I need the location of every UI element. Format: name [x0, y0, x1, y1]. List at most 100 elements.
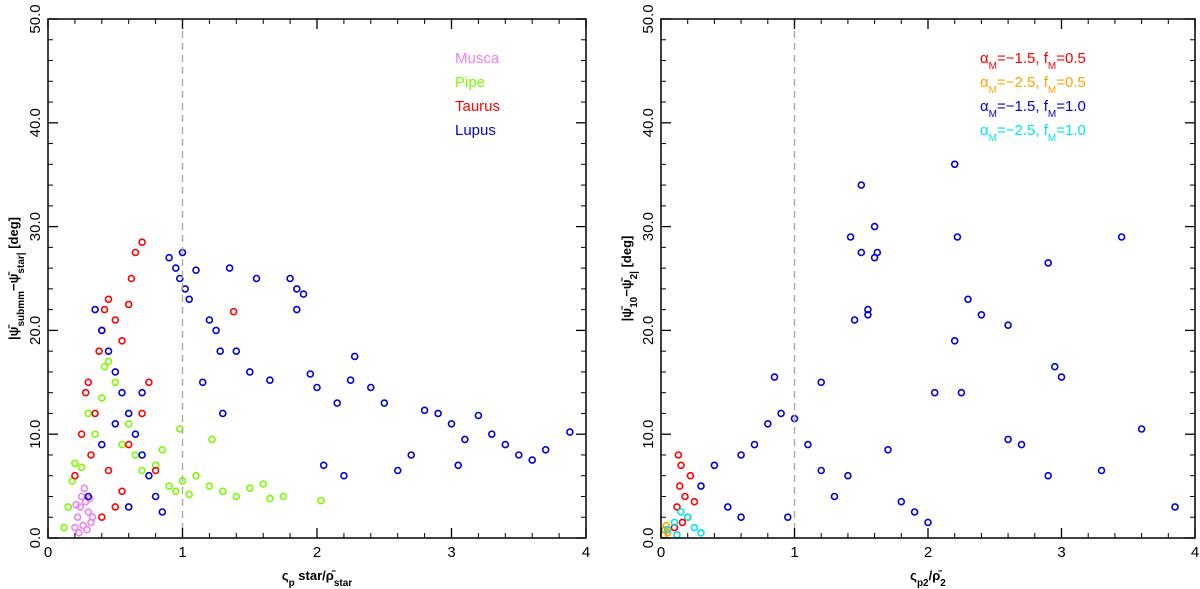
left-point-series-3	[131, 430, 140, 439]
right-y-tick-label: 30.0	[640, 212, 657, 241]
right-point-series-0	[678, 518, 687, 527]
right-point-series-2	[870, 222, 879, 231]
left-point-series-1	[77, 463, 86, 472]
left-point-series-3	[216, 347, 224, 356]
right-point-series-2	[977, 310, 986, 319]
left-point-series-3	[124, 503, 133, 511]
right-point-series-0	[674, 451, 683, 459]
left-point-series-3	[313, 383, 321, 392]
left-point-series-2	[118, 487, 126, 496]
right-point-series-2	[1051, 362, 1059, 371]
right-point-series-2	[830, 492, 839, 501]
left-point-series-1	[185, 490, 193, 499]
left-point-series-3	[176, 274, 184, 283]
left-point-series-2	[100, 305, 109, 314]
left-point-series-3	[566, 428, 574, 436]
left-point-series-2	[84, 378, 93, 387]
left-point-series-1	[131, 451, 140, 459]
left-point-series-3	[541, 445, 550, 454]
left-point-series-1	[246, 484, 254, 493]
right-legend-entry: αM=−2.5, fM=0.5	[980, 74, 1086, 96]
right-point-series-2	[817, 466, 826, 475]
right-y-tick-label: 40.0	[640, 108, 657, 137]
left-point-series-3	[219, 409, 227, 418]
right-point-series-2	[817, 378, 826, 387]
right-point-series-2	[950, 160, 959, 169]
left-point-series-3	[145, 471, 153, 480]
left-x-tick-label: 4	[582, 544, 590, 561]
left-point-series-3	[514, 451, 523, 459]
left-point-series-3	[420, 406, 429, 415]
right-point-series-2	[924, 518, 932, 527]
right-point-series-2	[857, 181, 866, 189]
left-point-series-3	[246, 368, 254, 376]
left-legend-entry: Lupus	[455, 122, 496, 139]
left-point-series-2	[124, 300, 133, 309]
left-point-series-3	[266, 376, 274, 385]
right-point-series-2	[964, 295, 972, 304]
left-point-series-2	[131, 248, 140, 257]
right-x-tick-label: 1	[790, 544, 798, 561]
left-point-series-1	[84, 409, 93, 418]
left-point-series-2	[111, 503, 120, 511]
right-point-series-0	[670, 523, 679, 532]
right-x-tick-label: 0	[657, 544, 665, 561]
left-point-series-1	[64, 503, 72, 511]
left-point-series-3	[340, 471, 348, 480]
left-point-series-3	[292, 305, 301, 314]
left-x-axis-label: ςp star/ρ̄star	[282, 568, 352, 589]
right-point-series-3	[670, 518, 679, 527]
right-point-series-2	[1171, 503, 1179, 511]
left-point-series-3	[225, 264, 234, 272]
left-point-series-3	[366, 383, 375, 392]
right-point-series-2	[783, 513, 792, 522]
left-point-series-3	[528, 456, 537, 464]
left-point-series-1	[111, 378, 120, 387]
left-point-series-0	[72, 500, 80, 509]
left-point-series-1	[71, 459, 79, 468]
left-point-series-3	[447, 419, 456, 428]
left-point-series-3	[461, 435, 469, 444]
left-x-tick-label: 2	[313, 544, 321, 561]
left-legend-entry: Taurus	[455, 98, 500, 115]
right-y-tick-label: 20.0	[640, 316, 657, 345]
left-panel: 0 1 2 3 40.010.020.030.040.050.0ςp star/ρ̄st…	[6, 4, 590, 588]
left-point-series-3	[118, 388, 126, 397]
right-point-series-2	[910, 508, 919, 516]
left-point-series-2	[138, 238, 146, 246]
right-scatter-points	[659, 160, 1179, 539]
left-point-series-2	[87, 451, 95, 459]
left-point-series-3	[91, 305, 99, 314]
left-point-series-3	[111, 368, 120, 376]
right-point-series-3	[683, 513, 692, 522]
left-y-tick-label: 30.0	[27, 212, 44, 241]
left-point-series-1	[158, 445, 167, 454]
left-x-tick-label: 3	[447, 544, 455, 561]
right-legend-entry: αM=−1.5, fM=1.0	[980, 98, 1086, 120]
left-scatter-points	[60, 238, 574, 537]
right-point-series-2	[777, 409, 785, 418]
right-x-tick-label: 3	[1057, 544, 1065, 561]
left-point-series-1	[208, 435, 216, 444]
right-point-series-2	[737, 513, 745, 522]
left-point-series-1	[138, 466, 146, 475]
left-point-series-3	[151, 492, 160, 501]
left-y-tick-label: 10.0	[27, 420, 44, 449]
right-point-series-2	[957, 388, 966, 397]
left-point-series-3	[124, 409, 133, 418]
right-point-series-2	[697, 482, 705, 490]
right-point-series-2	[857, 248, 866, 257]
left-point-series-2	[77, 430, 86, 439]
right-point-series-2	[846, 233, 855, 241]
right-point-series-2	[1117, 233, 1126, 241]
right-point-series-2	[953, 233, 962, 241]
right-point-series-3	[697, 528, 705, 537]
right-point-series-2	[864, 310, 872, 319]
left-point-series-1	[232, 492, 241, 501]
left-point-series-1	[205, 482, 214, 490]
left-point-series-3	[111, 419, 120, 428]
right-point-series-2	[1004, 435, 1012, 444]
left-point-series-3	[172, 264, 180, 272]
right-y-tick-label: 0.0	[640, 528, 657, 549]
